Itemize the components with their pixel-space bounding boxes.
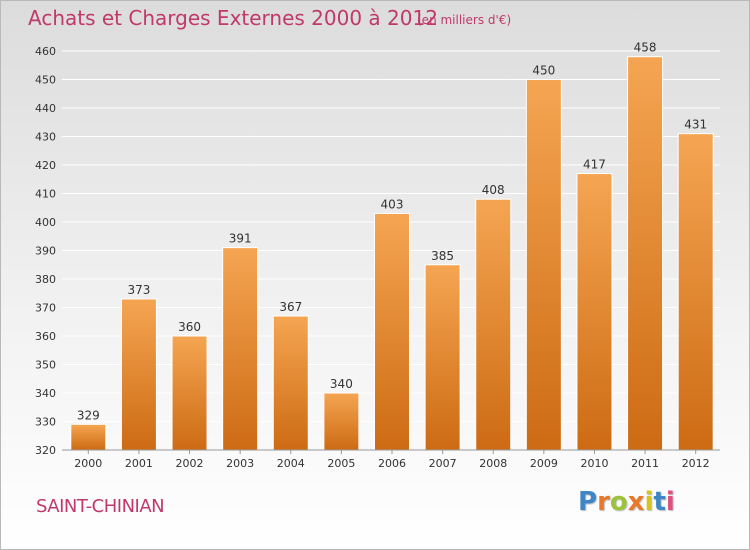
data-label: 367 [279,300,302,314]
bar-2005 [323,392,360,451]
y-tick-label: 380 [35,273,56,286]
x-axis: 2000 2001 2002 2003 2004 2005 2006 2007 2008 2009… [62,449,720,470]
data-label: 340 [330,377,353,391]
chart-title: Achats et Charges Externes 2000 à 2012 [28,6,438,30]
bar-2004 [272,315,309,451]
data-label: 373 [127,283,150,297]
bar-2008 [475,198,512,451]
proxiti-logo: Proxiti [578,487,675,517]
data-label: 385 [431,249,454,263]
y-axis: 320 330 340 350 360 370 380 390 400 410 420 430 440 4… [35,45,56,457]
bar-2007 [424,264,461,451]
y-tick-label: 330 [35,416,56,429]
y-tick-label: 420 [35,159,56,172]
y-tick-label: 320 [35,444,56,457]
x-tick-label: 2003 [226,457,254,470]
x-tick-label: 2004 [277,457,305,470]
y-tick-label: 410 [35,188,56,201]
chart-subtitle: (en milliers d'€) [417,13,512,27]
x-tick-label: 2000 [74,457,102,470]
data-label: 431 [684,118,707,132]
y-tick-label: 430 [35,131,56,144]
y-tick-label: 350 [35,359,56,372]
logo-letter: r [597,487,610,517]
x-tick-label: 2006 [378,457,406,470]
y-tick-label: 440 [35,102,56,115]
data-label: 458 [634,41,657,55]
x-tick-label: 2007 [429,457,457,470]
logo-letter: i [644,487,654,517]
logo-letter: o [609,487,628,517]
logo-letter: P [578,487,598,517]
y-tick-label: 340 [35,387,56,400]
x-tick-label: 2012 [682,457,710,470]
bar-2002 [171,335,208,451]
data-label: 450 [532,64,555,78]
logo-letter: t [653,487,666,517]
data-label: 360 [178,320,201,334]
y-tick-label: 460 [35,45,56,58]
x-tick-label: 2005 [327,457,355,470]
bar-2012 [677,133,714,451]
y-tick-label: 400 [35,216,56,229]
bars [70,56,714,451]
logo-letter: i [665,487,675,517]
bar-2000 [70,423,107,451]
data-labels: 329 373 360 391 367 340 403 385 408 450 417 458 431 [77,41,707,423]
data-label: 408 [482,183,505,197]
y-tick-label: 370 [35,302,56,315]
bar-2011 [627,56,664,451]
y-tick-label: 390 [35,245,56,258]
data-label: 417 [583,158,606,172]
city-name: SAINT-CHINIAN [36,496,165,517]
data-label: 329 [77,408,100,422]
bar-2006 [374,212,410,451]
bar-2001 [120,298,157,451]
logo-letter: x [627,487,645,517]
data-label: 403 [381,197,404,211]
x-tick-label: 2010 [580,457,608,470]
bar-2003 [222,247,259,451]
y-tick-label: 450 [35,74,56,87]
bar-2010 [576,173,613,451]
bar-2009 [525,79,562,451]
x-tick-label: 2001 [125,457,153,470]
x-tick-label: 2002 [176,457,204,470]
x-tick-label: 2009 [530,457,558,470]
y-tick-label: 360 [35,330,56,343]
data-label: 391 [229,232,252,246]
x-tick-label: 2011 [631,457,659,470]
x-tick-label: 2008 [479,457,507,470]
